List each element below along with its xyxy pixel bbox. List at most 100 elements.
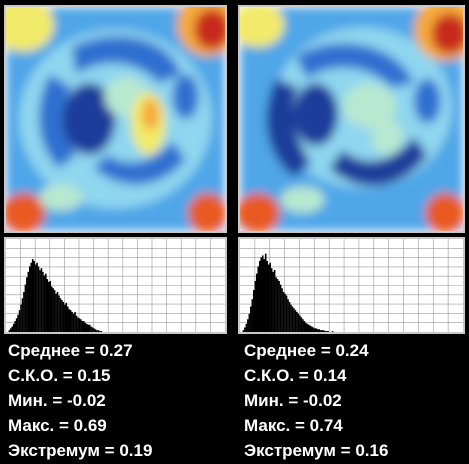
histogram-bar (308, 324, 310, 332)
histogram-bar (24, 284, 27, 332)
left-panel: Среднее = 0.27 С.К.О. = 0.15 Мин. = -0.0… (0, 0, 231, 464)
histogram-bar (88, 324, 91, 332)
histogram-bar (257, 266, 260, 332)
histogram-bar (273, 270, 276, 332)
histogram-bar (272, 271, 274, 332)
histogram-bar (325, 331, 328, 332)
histogram-bar (72, 313, 75, 332)
histogram-bar (11, 326, 14, 332)
histogram-bar (244, 327, 246, 332)
histogram-bar (66, 306, 69, 332)
histogram-bar (28, 266, 31, 332)
histogram-bar (287, 299, 289, 332)
histogram-bar (37, 266, 40, 332)
histogram-bar (297, 313, 300, 332)
histogram-bar (263, 259, 266, 332)
histogram-bar (49, 280, 52, 332)
stat-min: Мин. = -0.02 (244, 391, 342, 410)
histogram-bar (279, 284, 282, 332)
histogram-bar (14, 321, 16, 332)
histogram-bar (34, 264, 37, 332)
histogram-bar (74, 311, 76, 332)
histogram-bar (21, 298, 24, 332)
histogram-bar (8, 330, 11, 332)
left-color-map (4, 5, 227, 233)
stat-extremum: Экстремум = 0.16 (244, 441, 389, 460)
histogram-bar (253, 290, 255, 332)
histogram-bar (278, 280, 280, 332)
histogram-bar (18, 310, 21, 332)
histogram-bar (310, 326, 313, 332)
histogram-bar (52, 288, 54, 332)
left-stats: Среднее = 0.27 С.К.О. = 0.15 Мин. = -0.0… (8, 338, 228, 463)
histogram-bar (36, 262, 38, 332)
histogram-bar (84, 322, 87, 332)
stat-mean: Среднее = 0.27 (8, 341, 133, 360)
histogram-bar (83, 321, 85, 332)
histogram-bar (96, 330, 98, 332)
histogram-bar (10, 328, 12, 332)
histogram-bar (27, 271, 30, 332)
histogram-bar (264, 253, 267, 332)
histogram-bar (260, 257, 263, 332)
histogram-bar (99, 331, 101, 332)
histogram-bar (281, 288, 283, 332)
histogram-bar (255, 273, 258, 332)
right-histogram (238, 237, 465, 334)
histogram-bar (309, 325, 312, 332)
histogram-bar (26, 277, 28, 332)
histogram-bar (91, 327, 94, 332)
histogram-bar (324, 331, 326, 332)
histogram-bar (80, 319, 82, 332)
histogram-bar (85, 323, 88, 332)
histogram-bar (55, 293, 57, 332)
histogram-bar (97, 330, 100, 332)
histogram-bar (12, 323, 15, 332)
histogram-bar (316, 329, 319, 332)
histogram-bar (300, 317, 303, 332)
stat-std: С.К.О. = 0.14 (244, 366, 347, 385)
histogram-bar (75, 315, 78, 332)
histogram-bar (20, 304, 22, 332)
histogram-bar (17, 314, 19, 332)
histogram-bar (266, 260, 268, 332)
histogram-bar (319, 330, 322, 332)
histogram-bar (93, 328, 95, 332)
histogram-bar (62, 301, 65, 332)
histogram-bar (23, 291, 25, 332)
histogram-bar (322, 330, 325, 332)
right-panel: Среднее = 0.24 С.К.О. = 0.14 Мин. = -0.0… (236, 0, 467, 464)
histogram-bar (269, 262, 271, 332)
histogram-bar (90, 326, 92, 332)
histogram-bar (305, 322, 307, 332)
histogram-bar (94, 329, 97, 332)
right-map-image (240, 7, 463, 231)
histogram-bar (71, 311, 73, 332)
histogram-bar (267, 264, 270, 332)
histogram-bar (261, 255, 264, 332)
histogram-bar (39, 270, 41, 332)
histogram-bar (285, 295, 288, 332)
histogram-bar (43, 275, 46, 332)
histogram-bar (306, 323, 309, 332)
histogram-bar (53, 290, 56, 332)
right-histogram-plot (240, 239, 463, 332)
histogram-bar (64, 304, 66, 332)
histogram-bar (47, 281, 50, 332)
histogram-bar (40, 268, 43, 332)
histogram-bar (59, 298, 62, 332)
histogram-bar (331, 331, 334, 332)
histogram-bar (58, 295, 60, 332)
right-stats: Среднее = 0.24 С.К.О. = 0.14 Мин. = -0.0… (244, 338, 464, 463)
histogram-bar (100, 331, 103, 332)
histogram-bar (294, 310, 297, 332)
stat-std: С.К.О. = 0.15 (8, 366, 111, 385)
histogram-bar (276, 279, 279, 332)
histogram-bar (251, 299, 254, 332)
histogram-bar (69, 310, 72, 332)
histogram-bar (30, 262, 33, 332)
histogram-bar (275, 277, 277, 332)
right-color-map (238, 5, 465, 233)
histogram-bar (248, 313, 251, 332)
histogram-bar (245, 323, 248, 332)
